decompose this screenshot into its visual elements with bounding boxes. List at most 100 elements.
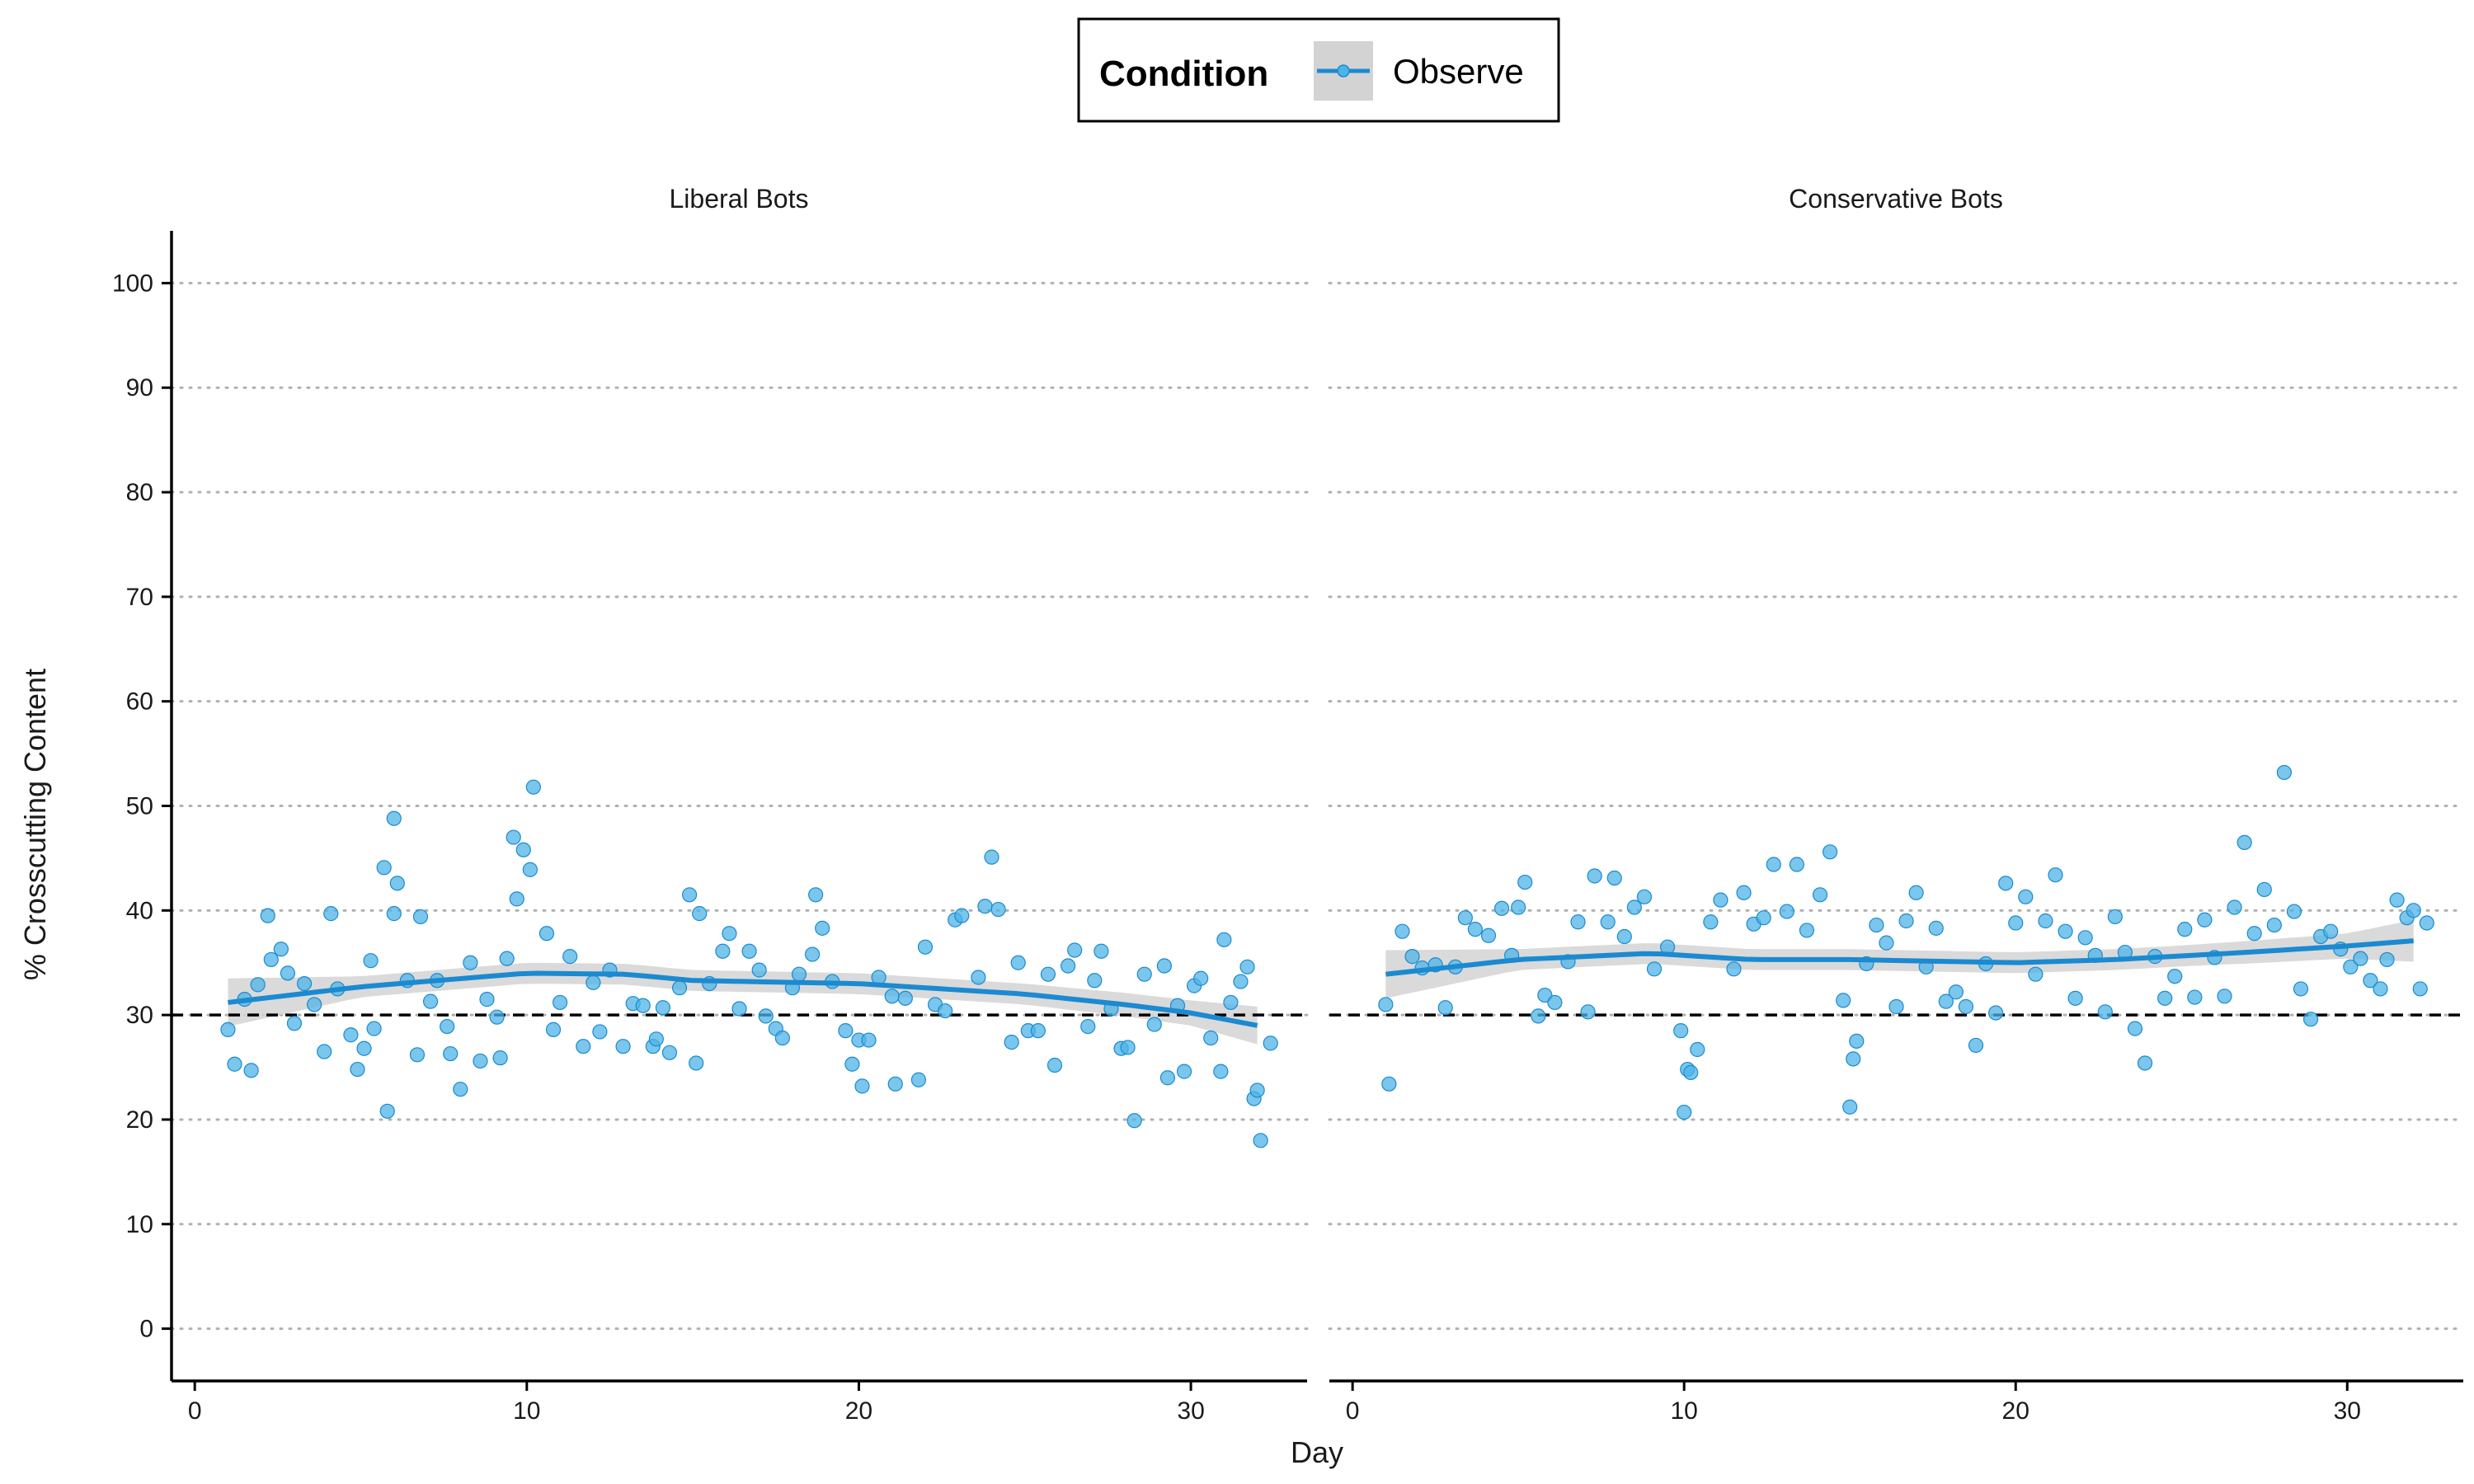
data-point [2373,981,2388,997]
data-point [648,1031,664,1047]
data-point [1010,955,1026,970]
y-tick-label: 20 [126,1106,153,1134]
data-point [689,1055,704,1071]
data-point [692,906,708,922]
data-point [1480,928,1497,943]
y-tick-label: 30 [126,1002,153,1029]
data-point [552,994,568,1011]
data-point [1703,914,1719,930]
data-point [758,1008,774,1024]
legend-key-point [1337,64,1350,77]
data-point [1146,1017,1162,1032]
data-point [917,939,934,955]
data-point [2293,981,2309,997]
data-point [296,975,313,992]
data-point [751,962,767,978]
data-point [1958,998,1974,1015]
data-point [1888,998,1904,1015]
x-axis-title: Day [1291,1435,1343,1469]
data-point [2343,959,2359,974]
data-point [1998,876,2014,891]
data-point [1948,984,1964,1000]
data-point [1636,889,1653,904]
data-point [1879,935,1894,951]
y-tick-label: 90 [126,374,153,402]
panel-liberal-bots: Liberal Bots 0 10 20 30 40 50 60 70 80 90 100 0 10 20… [112,184,1309,1425]
data-point [1822,844,1838,860]
data-point [379,1103,395,1119]
data-point [1493,900,1510,916]
data-point [1437,1000,1453,1016]
data-point [815,920,830,936]
data-point [307,997,322,1012]
data-point [2097,1004,2113,1020]
data-point [1842,1099,1858,1115]
y-axis-title: % Crosscutting Content [18,669,52,980]
data-point [1726,961,1742,977]
data-point [1467,922,1484,937]
data-point [2379,951,2395,968]
data-point [2246,926,2262,942]
y-tick-label: 60 [126,688,153,716]
data-point [1381,1076,1397,1092]
data-point [545,1021,562,1037]
data-point [808,887,824,903]
data-point [1080,1018,1096,1035]
data-point [1799,923,1815,938]
data-point [731,1001,747,1017]
data-point [2256,881,2272,898]
data-point [722,926,737,942]
data-point [2217,989,2232,1004]
data-point [2077,930,2093,946]
data-point [1040,966,1056,982]
data-point [489,1009,505,1025]
data-point [515,842,531,857]
data-point [1869,917,1884,933]
data-point [884,989,900,1004]
data-point [509,891,524,907]
data-point [1249,1082,1265,1098]
data-point [2018,889,2034,904]
data-point [804,946,821,962]
data-point [2028,966,2044,982]
data-point [2227,899,2242,915]
data-point [1047,1057,1063,1073]
data-point [479,992,495,1007]
data-point [2276,764,2292,781]
data-point [2177,922,2193,937]
legend: Condition Observe [1077,17,1560,123]
data-point [1067,942,1083,958]
x-tick-label: 30 [1177,1397,1204,1425]
data-point [2048,867,2063,883]
data-point [586,974,601,990]
data-point [260,908,275,923]
panel-title-conservative-bots: Conservative Bots [1789,184,2003,214]
data-point [1616,928,1632,945]
data-point [2038,913,2053,929]
data-point [1120,1040,1136,1055]
data-point [715,943,731,959]
data-point [1030,1023,1046,1039]
data-point [1846,1051,1861,1067]
data-point [453,1082,468,1097]
data-point [1570,914,1586,930]
data-point [954,908,970,923]
data-point [1756,910,1771,926]
panel-title-liberal-bots: Liberal Bots [670,184,809,214]
data-point [356,1040,372,1056]
data-point [2157,990,2173,1006]
y-tick-label: 10 [126,1211,153,1238]
data-point [1713,892,1729,908]
data-point [2197,912,2213,928]
data-point [443,1045,459,1062]
data-point [506,829,521,845]
data-point [243,1063,259,1078]
data-point [376,860,392,876]
data-point [539,926,555,942]
data-point [350,1061,365,1078]
data-point [386,810,402,826]
data-point [1812,887,1828,903]
data-point [910,1072,927,1087]
x-tick-label: 0 [188,1397,202,1425]
